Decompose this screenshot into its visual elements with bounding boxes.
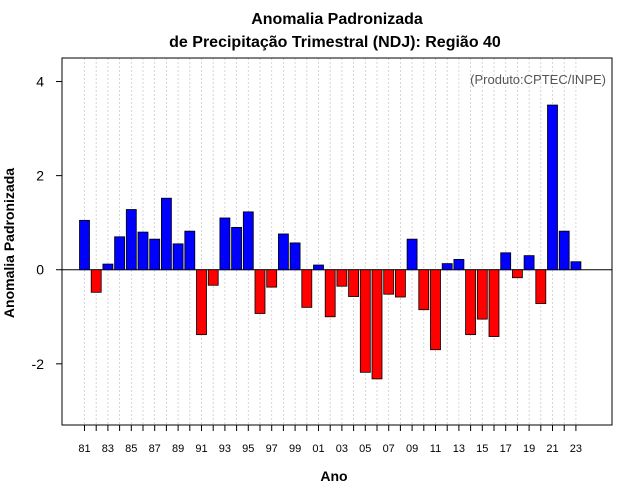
x-tick-label: 85: [125, 443, 137, 455]
bar-82: [90, 269, 102, 293]
x-tick-label: 89: [172, 443, 184, 455]
bar-83: [102, 263, 114, 271]
x-tick-label: 97: [266, 443, 278, 455]
chart-title-line2: de Precipitação Trimestral (NDJ): Região…: [169, 34, 501, 51]
bar-02: [324, 269, 336, 318]
x-tick-label: 99: [289, 443, 301, 455]
bar-81: [79, 219, 90, 271]
bar-01: [313, 264, 324, 271]
x-tick-label: 83: [102, 443, 114, 455]
x-tick-label: 07: [383, 443, 395, 455]
bar-06: [371, 269, 383, 380]
x-tick-label: 03: [336, 443, 348, 455]
x-tick-label: 81: [78, 443, 90, 455]
x-tick-label: 17: [500, 443, 512, 455]
x-tick-label: 05: [359, 443, 371, 455]
x-tick-label: 09: [406, 443, 418, 455]
x-tick-label: 93: [219, 443, 231, 455]
x-tick-label: 11: [430, 443, 441, 455]
y-axis-label: Anomalia Padronizada: [1, 168, 17, 318]
bar-07: [383, 269, 395, 295]
x-tick-label: 21: [546, 443, 558, 455]
y-tick-label: -2: [32, 356, 45, 372]
bar-22: [558, 230, 570, 271]
bar-16: [488, 269, 500, 337]
x-tick-label: 87: [149, 443, 161, 455]
x-axis-label: Ano: [320, 468, 347, 484]
bar-94: [231, 226, 243, 271]
x-tick-label: 13: [453, 443, 465, 455]
bar-93: [219, 217, 231, 271]
x-tick-label: 23: [570, 443, 582, 455]
bar-21: [547, 104, 558, 271]
bar-09: [406, 238, 418, 271]
bar-91: [196, 269, 207, 336]
y-axis: -2 0 2 4: [32, 74, 62, 372]
y-tick-label: 0: [36, 262, 44, 278]
bar-14: [465, 269, 477, 336]
bar-87: [149, 238, 161, 271]
x-tick-label: 95: [242, 443, 254, 455]
bar-11: [430, 269, 441, 351]
bar-08: [394, 269, 406, 298]
bar-98: [277, 233, 289, 271]
bar-15: [476, 269, 488, 320]
x-tick-label: 19: [523, 443, 535, 455]
bar-13: [453, 258, 465, 271]
bar-04: [348, 269, 360, 297]
chart-title-line1: Anomalia Padronizada: [251, 11, 423, 28]
bar-96: [254, 269, 266, 314]
x-axis: 81 83 85 87 89 91 93 95 97 99 01 03 05 07 09 11 13 15 17 19…: [78, 425, 582, 455]
x-tick-label: 91: [195, 443, 207, 455]
grid: [84, 58, 577, 425]
bar-19: [523, 255, 535, 271]
plot-frame: [61, 57, 613, 426]
bar-00: [301, 269, 313, 308]
x-tick-label: 15: [476, 443, 488, 455]
bar-86: [137, 231, 149, 271]
bar-85: [125, 209, 137, 271]
bar-03: [336, 269, 348, 287]
bar-17: [500, 252, 512, 271]
y-tick-label: 2: [36, 168, 44, 184]
x-tick-label: 01: [312, 443, 324, 455]
bar-88: [160, 197, 172, 271]
bars: [79, 104, 582, 380]
bar-97: [266, 269, 278, 288]
bar-23: [570, 261, 582, 271]
bar-10: [418, 269, 430, 311]
y-tick-label: 4: [36, 74, 44, 90]
bar-20: [535, 269, 547, 305]
source-annotation: (Produto:CPTEC/INPE): [470, 72, 606, 87]
bar-99: [289, 242, 301, 271]
bar-84: [114, 236, 125, 271]
bar-05: [359, 269, 371, 373]
bar-95: [242, 211, 254, 271]
bar-12: [441, 263, 453, 271]
bar-89: [172, 243, 184, 271]
bar-92: [207, 269, 219, 286]
bar-18: [512, 269, 523, 279]
bar-90: [184, 230, 196, 271]
